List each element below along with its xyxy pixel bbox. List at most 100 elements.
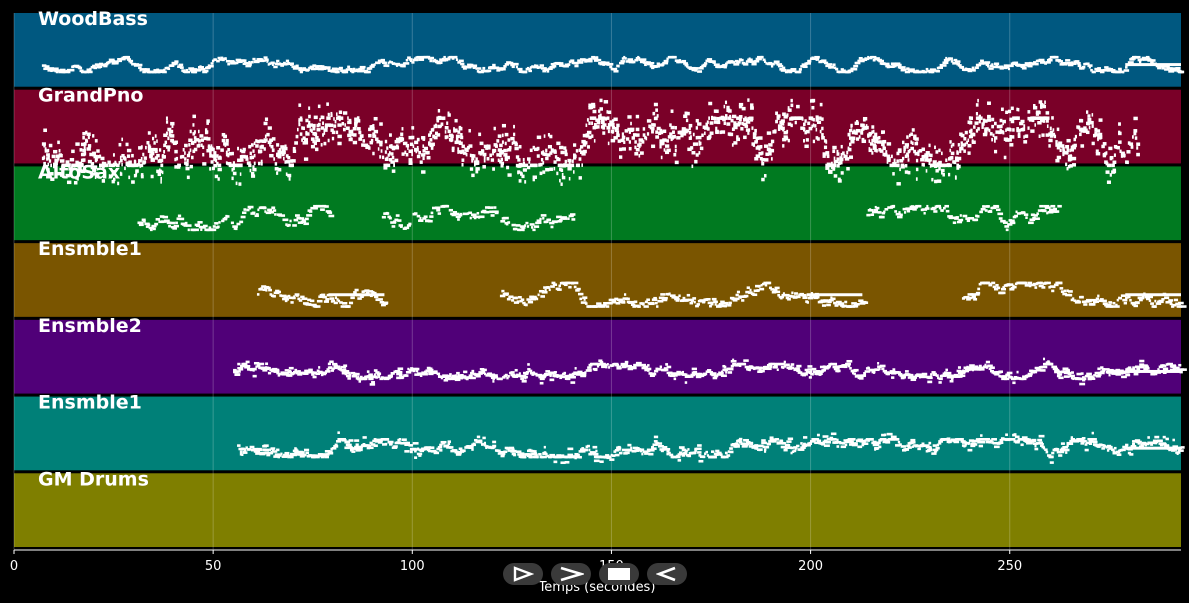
note	[379, 155, 382, 159]
note	[351, 70, 355, 74]
note	[263, 138, 268, 142]
note	[241, 447, 245, 451]
note	[1016, 376, 1019, 380]
note	[978, 114, 981, 119]
note	[257, 161, 261, 166]
note	[1069, 63, 1073, 66]
note	[89, 67, 92, 71]
note	[371, 381, 375, 384]
note	[1003, 377, 1010, 381]
note	[325, 370, 331, 373]
note	[1005, 138, 1010, 142]
note	[648, 61, 655, 65]
note	[674, 59, 680, 62]
note	[892, 162, 897, 166]
note	[111, 179, 115, 184]
note	[639, 449, 643, 453]
note	[687, 448, 690, 451]
note	[694, 69, 698, 72]
note	[145, 145, 147, 150]
note	[917, 204, 921, 208]
note	[1133, 131, 1137, 136]
note	[468, 144, 473, 148]
note	[770, 139, 775, 144]
note	[226, 215, 230, 218]
note	[391, 169, 396, 173]
note	[1072, 156, 1077, 161]
note	[245, 157, 249, 161]
note	[518, 374, 522, 378]
note	[450, 138, 453, 143]
note	[383, 163, 388, 168]
note	[1087, 120, 1091, 125]
note	[603, 363, 608, 367]
note	[44, 147, 47, 151]
note	[571, 61, 574, 65]
note	[913, 134, 917, 139]
note	[209, 151, 212, 155]
note	[698, 140, 701, 144]
note	[133, 173, 137, 178]
note	[698, 459, 704, 463]
note	[1097, 294, 1100, 298]
note	[136, 63, 143, 67]
note	[669, 374, 676, 378]
note	[1026, 63, 1031, 66]
note	[807, 365, 813, 368]
note	[725, 371, 728, 374]
note	[763, 144, 769, 148]
note	[1165, 65, 1170, 68]
note	[503, 148, 507, 153]
note	[338, 110, 343, 115]
note	[1048, 138, 1053, 143]
note	[807, 368, 812, 371]
note	[1007, 283, 1014, 286]
note	[514, 368, 518, 372]
note	[549, 455, 553, 459]
note	[680, 446, 684, 450]
note	[784, 136, 789, 141]
note	[589, 116, 594, 120]
note	[455, 452, 459, 456]
note	[568, 160, 571, 165]
note	[322, 121, 324, 125]
note	[977, 127, 980, 131]
note	[854, 131, 858, 135]
note	[832, 63, 836, 67]
note	[405, 58, 408, 62]
note	[599, 361, 604, 364]
note	[239, 172, 242, 176]
note	[1086, 62, 1090, 66]
note	[470, 371, 474, 375]
note	[811, 117, 814, 121]
note	[969, 368, 974, 371]
note	[1167, 362, 1170, 366]
note	[1053, 207, 1058, 211]
note	[654, 301, 658, 305]
note	[606, 363, 609, 366]
note	[842, 364, 848, 367]
note	[696, 303, 700, 306]
note	[557, 374, 563, 378]
note	[803, 139, 806, 143]
note	[556, 141, 561, 146]
note	[82, 131, 86, 136]
note	[257, 208, 260, 212]
note	[609, 120, 614, 124]
note	[645, 136, 648, 141]
note	[589, 362, 593, 366]
note	[582, 143, 587, 147]
note	[747, 131, 750, 135]
note	[490, 66, 496, 70]
note	[131, 62, 134, 66]
note	[690, 135, 692, 139]
note	[528, 160, 531, 164]
note	[679, 371, 683, 375]
note	[569, 375, 572, 379]
note	[819, 365, 825, 369]
note	[640, 363, 646, 367]
note	[924, 158, 929, 162]
note	[745, 120, 751, 124]
note	[733, 63, 740, 66]
note	[209, 154, 213, 158]
